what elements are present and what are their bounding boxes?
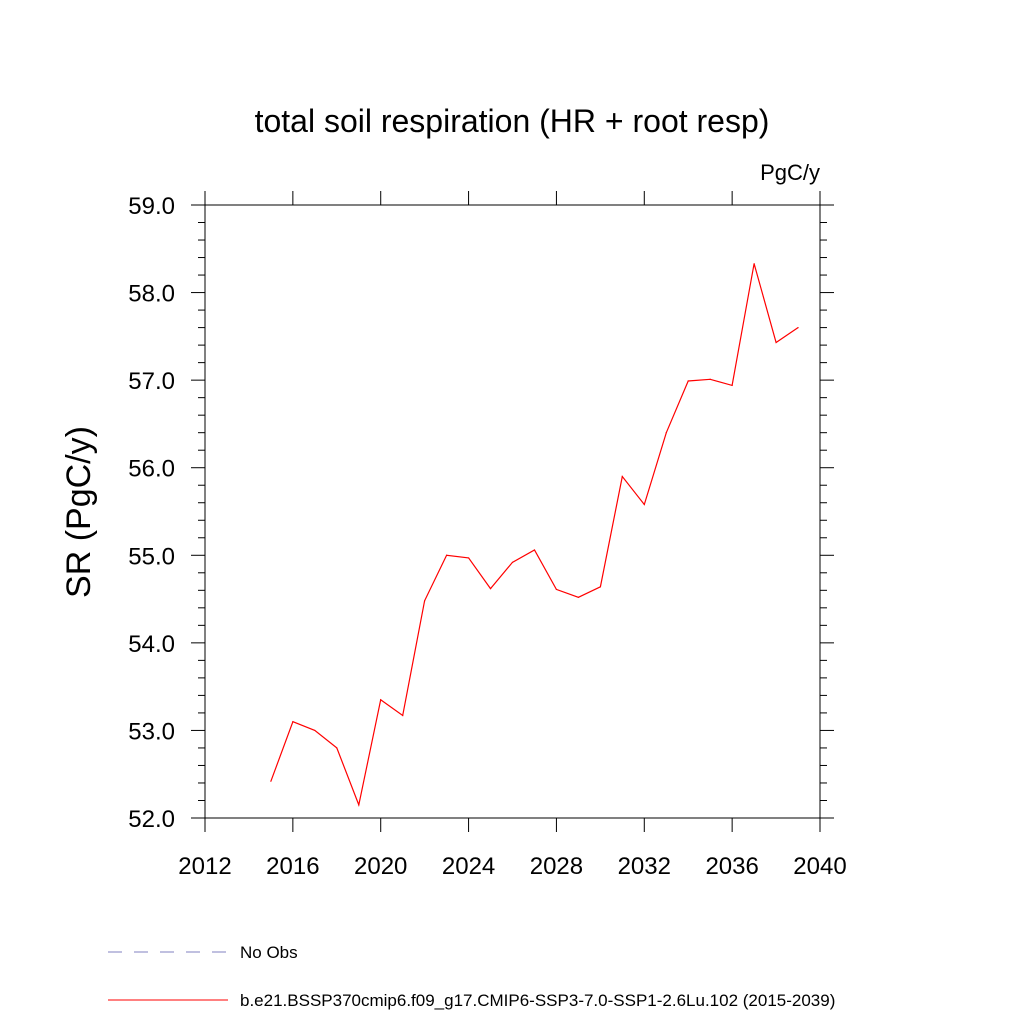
y-tick-label: 54.0 bbox=[128, 631, 175, 658]
axes: 52.0 53.0 54.0 55.0 56.0 57.0 58.0 59.0 2012 2016… bbox=[128, 191, 847, 880]
x-tick-label: 2032 bbox=[618, 853, 671, 880]
data-point bbox=[489, 587, 492, 590]
data-point bbox=[292, 721, 294, 723]
data-point bbox=[621, 475, 623, 478]
data-point bbox=[336, 747, 338, 749]
data-point bbox=[753, 263, 755, 265]
y-tick-label: 52.0 bbox=[128, 806, 175, 833]
x-tick-label: 2016 bbox=[266, 853, 319, 880]
y-tick-label: 59.0 bbox=[128, 193, 175, 220]
data-point bbox=[577, 596, 579, 598]
legend-model-label: b.e21.BSSP370cmip6.f09_g17.CMIP6-SSP3-7.… bbox=[240, 991, 835, 1010]
data-point bbox=[424, 600, 426, 602]
data-point bbox=[687, 380, 689, 382]
x-tick-label: 2036 bbox=[705, 853, 758, 880]
series-line bbox=[270, 263, 799, 808]
data-point bbox=[599, 586, 601, 588]
x-tick-label: 2040 bbox=[793, 853, 846, 880]
x-tick-label: 2028 bbox=[530, 853, 583, 880]
data-point bbox=[555, 588, 558, 591]
plot-frame bbox=[204, 204, 821, 819]
y-tick-label: 55.0 bbox=[128, 543, 175, 570]
data-point bbox=[358, 804, 360, 806]
y-tick-label: 57.0 bbox=[128, 368, 175, 395]
data-point bbox=[314, 729, 316, 732]
series-group bbox=[270, 263, 799, 808]
data-point bbox=[380, 699, 382, 701]
data-point bbox=[709, 378, 711, 380]
data-point bbox=[797, 327, 799, 329]
data-point bbox=[643, 503, 645, 506]
y-tick-label: 58.0 bbox=[128, 281, 175, 308]
data-point bbox=[446, 554, 448, 556]
data-point bbox=[270, 780, 272, 782]
data-point bbox=[731, 384, 733, 386]
x-tick-label: 2012 bbox=[178, 853, 231, 880]
y-axis-label: SR (PgC/y) bbox=[60, 426, 98, 598]
data-point bbox=[665, 432, 667, 434]
data-point bbox=[775, 341, 777, 344]
legend-no-obs-label: No Obs bbox=[240, 943, 298, 962]
legend: No Obs b.e21.BSSP370cmip6.f09_g17.CMIP6-… bbox=[108, 943, 835, 1010]
data-point bbox=[402, 714, 404, 717]
data-point bbox=[533, 549, 536, 551]
y-tick-label: 53.0 bbox=[128, 718, 175, 745]
units-label: PgC/y bbox=[760, 160, 820, 185]
chart-title: total soil respiration (HR + root resp) bbox=[255, 103, 770, 139]
y-tick-label: 56.0 bbox=[128, 456, 175, 483]
data-point bbox=[467, 557, 470, 559]
x-tick-label: 2020 bbox=[354, 853, 407, 880]
x-tick-label: 2024 bbox=[442, 853, 495, 880]
data-point bbox=[511, 561, 514, 563]
